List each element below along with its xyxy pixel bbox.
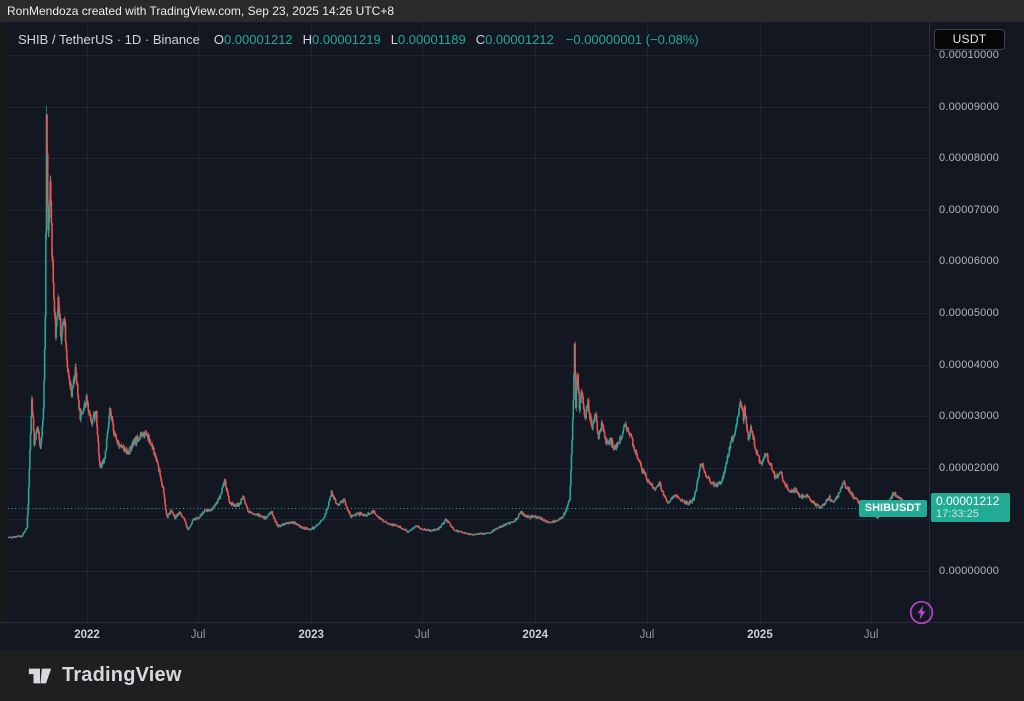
- time-axis-tick-label: 2025: [747, 629, 773, 641]
- boost-button[interactable]: [908, 599, 935, 626]
- time-axis-tick-label: 2023: [298, 629, 324, 641]
- price-axis-badge: 0.00001212 17:33:25: [931, 493, 1010, 523]
- ohlc-high-value: 0.00001219: [312, 31, 381, 47]
- time-axis-pane[interactable]: 2022 Jul 2023 Jul 2024 Jul 2025 Jul: [0, 622, 1024, 650]
- brand-text: TradingView: [62, 664, 182, 686]
- ohlc-close-value: 0.00001212: [485, 31, 554, 47]
- series-price-tag: SHIBUSDT: [858, 500, 927, 518]
- legend-symbol-title[interactable]: SHIB / TetherUS · 1D · Binance: [18, 31, 200, 47]
- y-axis-tick-label: 0.00008000: [939, 152, 1000, 165]
- y-axis-tick-label: 0.00010000: [939, 49, 1000, 61]
- price-badge-value: 0.00001212: [936, 494, 1000, 509]
- y-axis-tick-label: 0.00009000: [939, 100, 1000, 113]
- ohlc-close: C0.00001212: [476, 32, 554, 47]
- ohlc-close-label: C: [475, 31, 486, 47]
- ohlc-high: H0.00001219: [303, 32, 381, 47]
- price-badge-countdown: 17:33:25: [936, 508, 979, 521]
- y-axis-tick-label: 0.00003000: [939, 410, 1000, 423]
- attribution-text: RonMendoza created with TradingView.com,…: [7, 4, 395, 18]
- lightning-bolt-icon: [909, 600, 934, 625]
- tradingview-logo[interactable]: TradingView: [27, 663, 182, 689]
- price-chart-canvas[interactable]: [8, 22, 929, 622]
- time-axis-tick-label: 2024: [522, 629, 549, 641]
- y-axis-tick-label: 0.00006000: [939, 255, 1000, 268]
- ohlc-high-label: H: [302, 31, 313, 47]
- ohlc-open-value: 0.00001212: [223, 31, 293, 47]
- ohlc-low: L0.00001189: [391, 32, 466, 47]
- ohlc-low-value: 0.00001189: [397, 31, 466, 47]
- tradingview-mark-icon: [28, 668, 52, 683]
- y-axis-tick-label: 0.00002000: [939, 461, 1000, 474]
- legend-change: −0.00000001 (−0.08%): [565, 31, 699, 47]
- footer-bar: TradingView: [0, 650, 1024, 701]
- time-axis-tick-label: Jul: [639, 629, 655, 641]
- chart-widget: SHIB / TetherUS · 1D · Binance O0.000012…: [0, 22, 1024, 650]
- currency-button[interactable]: USDT: [934, 29, 1005, 50]
- y-axis-tick-label: 0.00000000: [939, 565, 1000, 577]
- time-axis-tick-label: 2022: [74, 629, 100, 641]
- y-axis-tick-label: 0.00007000: [939, 203, 1000, 216]
- time-axis-tick-label: Jul: [863, 629, 879, 641]
- symbol-legend: SHIB / TetherUS · 1D · Binance O0.000012…: [18, 31, 699, 47]
- ohlc-open-label: O: [213, 31, 224, 47]
- left-gutter: [0, 22, 7, 650]
- price-axis-pane[interactable]: USDT 0.00001212 17:33:25 0.00010000 0.000…: [929, 22, 1024, 622]
- attribution-bar: RonMendoza created with TradingView.com,…: [0, 0, 1024, 22]
- time-axis-tick-label: Jul: [190, 629, 206, 641]
- y-axis-tick-label: 0.00005000: [939, 307, 1000, 319]
- y-axis-tick-label: 0.00004000: [939, 358, 1000, 371]
- ohlc-open: O0.00001212: [214, 32, 293, 47]
- ohlc-low-label: L: [390, 31, 398, 47]
- time-axis-tick-label: Jul: [414, 629, 430, 641]
